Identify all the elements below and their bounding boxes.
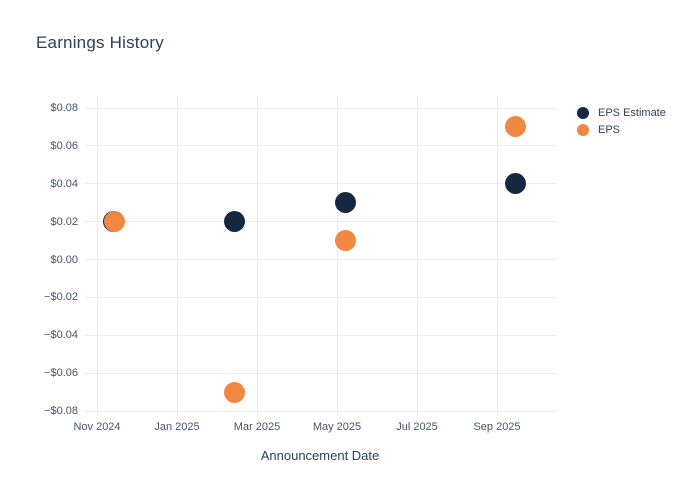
horizontal-gridline [85, 145, 556, 147]
eps-estimate-point [334, 192, 356, 214]
y-tick-label: $0.04 [50, 177, 78, 190]
y-tick-label: −$0.08 [44, 405, 78, 417]
legend-label: EPS Estimate [598, 106, 666, 119]
horizontal-gridline [85, 334, 556, 336]
x-tick-label: Jul 2025 [396, 421, 438, 433]
horizontal-gridline [85, 296, 556, 298]
horizontal-gridline [85, 372, 556, 374]
x-tick-label: Mar 2025 [233, 421, 281, 433]
x-axis-title: Announcement Date [260, 448, 380, 463]
vertical-gridline [496, 95, 498, 416]
x-tick-label: May 2025 [312, 421, 362, 433]
y-tick-label: −$0.04 [44, 329, 78, 342]
y-tick-label: $0.08 [50, 102, 78, 114]
x-tick-label: Sep 2025 [473, 421, 521, 433]
x-tick-label: Nov 2024 [73, 421, 121, 433]
eps-estimate-point [505, 173, 527, 195]
plot-area [85, 95, 556, 416]
y-tick-label: −$0.06 [44, 367, 78, 380]
horizontal-gridline [85, 259, 556, 260]
legend: EPS Estimate EPS [577, 105, 666, 137]
vertical-gridline [256, 95, 258, 416]
eps-legend-marker-icon [577, 123, 589, 136]
eps-point [505, 116, 527, 138]
chart-title: Earnings History [36, 33, 164, 52]
vertical-gridline [96, 95, 98, 416]
y-tick-label: $0.00 [50, 253, 78, 266]
horizontal-gridline [85, 107, 556, 109]
eps-point [103, 211, 125, 233]
legend-label: EPS [598, 123, 621, 136]
vertical-gridline [336, 95, 338, 416]
horizontal-gridline [85, 183, 556, 185]
legend-item-eps-estimate[interactable]: EPS Estimate [577, 105, 666, 120]
horizontal-gridline [85, 221, 556, 223]
eps-point [223, 381, 245, 403]
eps-point [334, 230, 356, 252]
vertical-gridline [176, 95, 178, 416]
vertical-gridline [416, 95, 418, 416]
eps-estimate-legend-marker-icon [577, 106, 589, 119]
eps-estimate-point [223, 211, 245, 233]
y-tick-label: −$0.02 [44, 291, 78, 304]
y-tick-label: $0.06 [50, 139, 78, 152]
y-tick-label: $0.02 [50, 215, 78, 228]
x-tick-label: Jan 2025 [154, 421, 200, 433]
legend-item-eps[interactable]: EPS [577, 122, 666, 137]
horizontal-gridline [85, 410, 556, 412]
